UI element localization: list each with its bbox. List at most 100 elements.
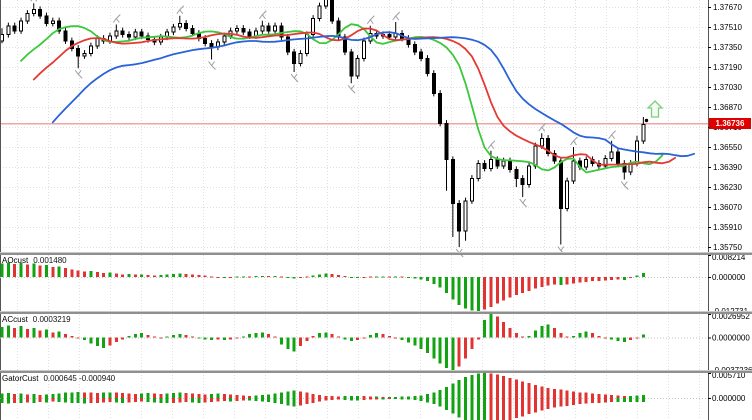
histogram-bar — [610, 276, 614, 280]
bull-candle — [609, 151, 614, 159]
bear-candle — [12, 25, 17, 32]
histogram-bar — [57, 393, 61, 398]
histogram-bar — [552, 276, 556, 285]
histogram-bar — [108, 392, 112, 398]
bear-candle — [247, 31, 252, 37]
histogram-bar — [286, 391, 290, 398]
histogram-bar — [584, 397, 588, 404]
histogram-bar — [527, 276, 531, 291]
histogram-bar — [311, 394, 315, 398]
histogram-bar — [152, 397, 156, 403]
histogram-bar — [286, 337, 290, 349]
histogram-bar — [127, 335, 131, 338]
indicator-panel-accust — [0, 313, 708, 370]
histogram-bar — [178, 273, 182, 277]
histogram-bar — [578, 392, 582, 398]
histogram-bar — [578, 397, 582, 405]
bull-candle — [533, 145, 538, 167]
histogram-bar — [572, 335, 575, 338]
histogram-bar — [6, 397, 10, 404]
histogram-bar — [298, 337, 302, 347]
histogram-bar — [483, 320, 487, 338]
histogram-bar — [521, 276, 525, 294]
histogram-bar — [25, 397, 29, 403]
histogram-bar — [6, 262, 10, 277]
histogram-bar — [457, 337, 461, 367]
histogram-bar — [565, 336, 569, 338]
fractal-up-icon — [258, 10, 267, 20]
histogram-bar — [394, 397, 398, 399]
bear-candle — [57, 20, 62, 32]
histogram-bar — [337, 396, 341, 398]
histogram-bar — [406, 397, 410, 400]
histogram-bar — [629, 276, 633, 279]
bear-candle — [412, 44, 417, 53]
histogram-bar — [83, 392, 87, 398]
gatorcust-histogram — [0, 373, 645, 420]
alligator-lips-line — [20, 23, 664, 174]
histogram-bar — [140, 333, 144, 338]
histogram-bar — [102, 392, 106, 398]
histogram-bar — [44, 329, 48, 338]
histogram-bar — [641, 395, 645, 398]
histogram-bar — [114, 273, 118, 277]
histogram-bar — [184, 273, 188, 277]
histogram-bar — [451, 276, 455, 300]
histogram-bar — [64, 397, 67, 403]
histogram-bar — [400, 276, 404, 278]
histogram-bar — [260, 275, 264, 277]
histogram-bar — [356, 337, 360, 341]
histogram-bar — [159, 337, 163, 339]
bear-candle — [425, 57, 430, 74]
histogram-bar — [191, 336, 194, 338]
histogram-bar — [610, 397, 614, 402]
indicator-tick-label: 0.0026952 — [712, 312, 750, 321]
histogram-bar — [38, 330, 42, 338]
bull-candle — [88, 45, 93, 54]
histogram-bar — [387, 276, 391, 278]
histogram-bar — [44, 264, 48, 277]
price-tick-label: 1.37030 — [713, 83, 742, 92]
histogram-bar — [57, 266, 61, 277]
indicator-tick-label: 0.000000 — [712, 394, 746, 403]
histogram-bar — [483, 373, 487, 398]
aocust-histogram — [0, 262, 645, 311]
fractal-up-icon — [538, 122, 547, 132]
histogram-bar — [165, 397, 169, 404]
histogram-bar — [286, 276, 290, 278]
alligator-jaw-line — [51, 31, 695, 158]
fractal-up-icon — [176, 5, 185, 15]
price-tick-label: 1.35750 — [713, 243, 742, 252]
histogram-bar — [83, 271, 87, 277]
histogram-bar — [508, 377, 512, 398]
histogram-bar — [197, 337, 201, 339]
histogram-bar — [235, 276, 239, 278]
bear-candle — [127, 34, 131, 38]
histogram-bar — [0, 327, 4, 338]
bear-candle — [190, 27, 195, 34]
bull-candle — [527, 165, 532, 185]
histogram-bar — [318, 274, 321, 277]
histogram-bar — [489, 397, 493, 420]
histogram-bar — [343, 276, 347, 278]
histogram-bar — [540, 276, 544, 287]
histogram-bar — [133, 274, 137, 277]
main-chart-area — [0, 0, 708, 258]
histogram-bar — [337, 397, 341, 400]
histogram-bar — [127, 397, 131, 403]
histogram-bar — [127, 274, 131, 277]
histogram-bar — [13, 264, 17, 277]
indicator-tick-label: 0.008214 — [712, 253, 746, 262]
histogram-bar — [273, 393, 277, 398]
indicator-value: 0.000645 -0.000940 — [43, 374, 116, 383]
histogram-bar — [330, 273, 334, 277]
histogram-bar — [508, 276, 512, 298]
histogram-bar — [457, 276, 461, 306]
histogram-bar — [362, 337, 366, 339]
histogram-bar — [229, 276, 233, 278]
histogram-bar — [375, 396, 379, 398]
histogram-bar — [25, 264, 29, 277]
histogram-bar — [552, 388, 556, 398]
